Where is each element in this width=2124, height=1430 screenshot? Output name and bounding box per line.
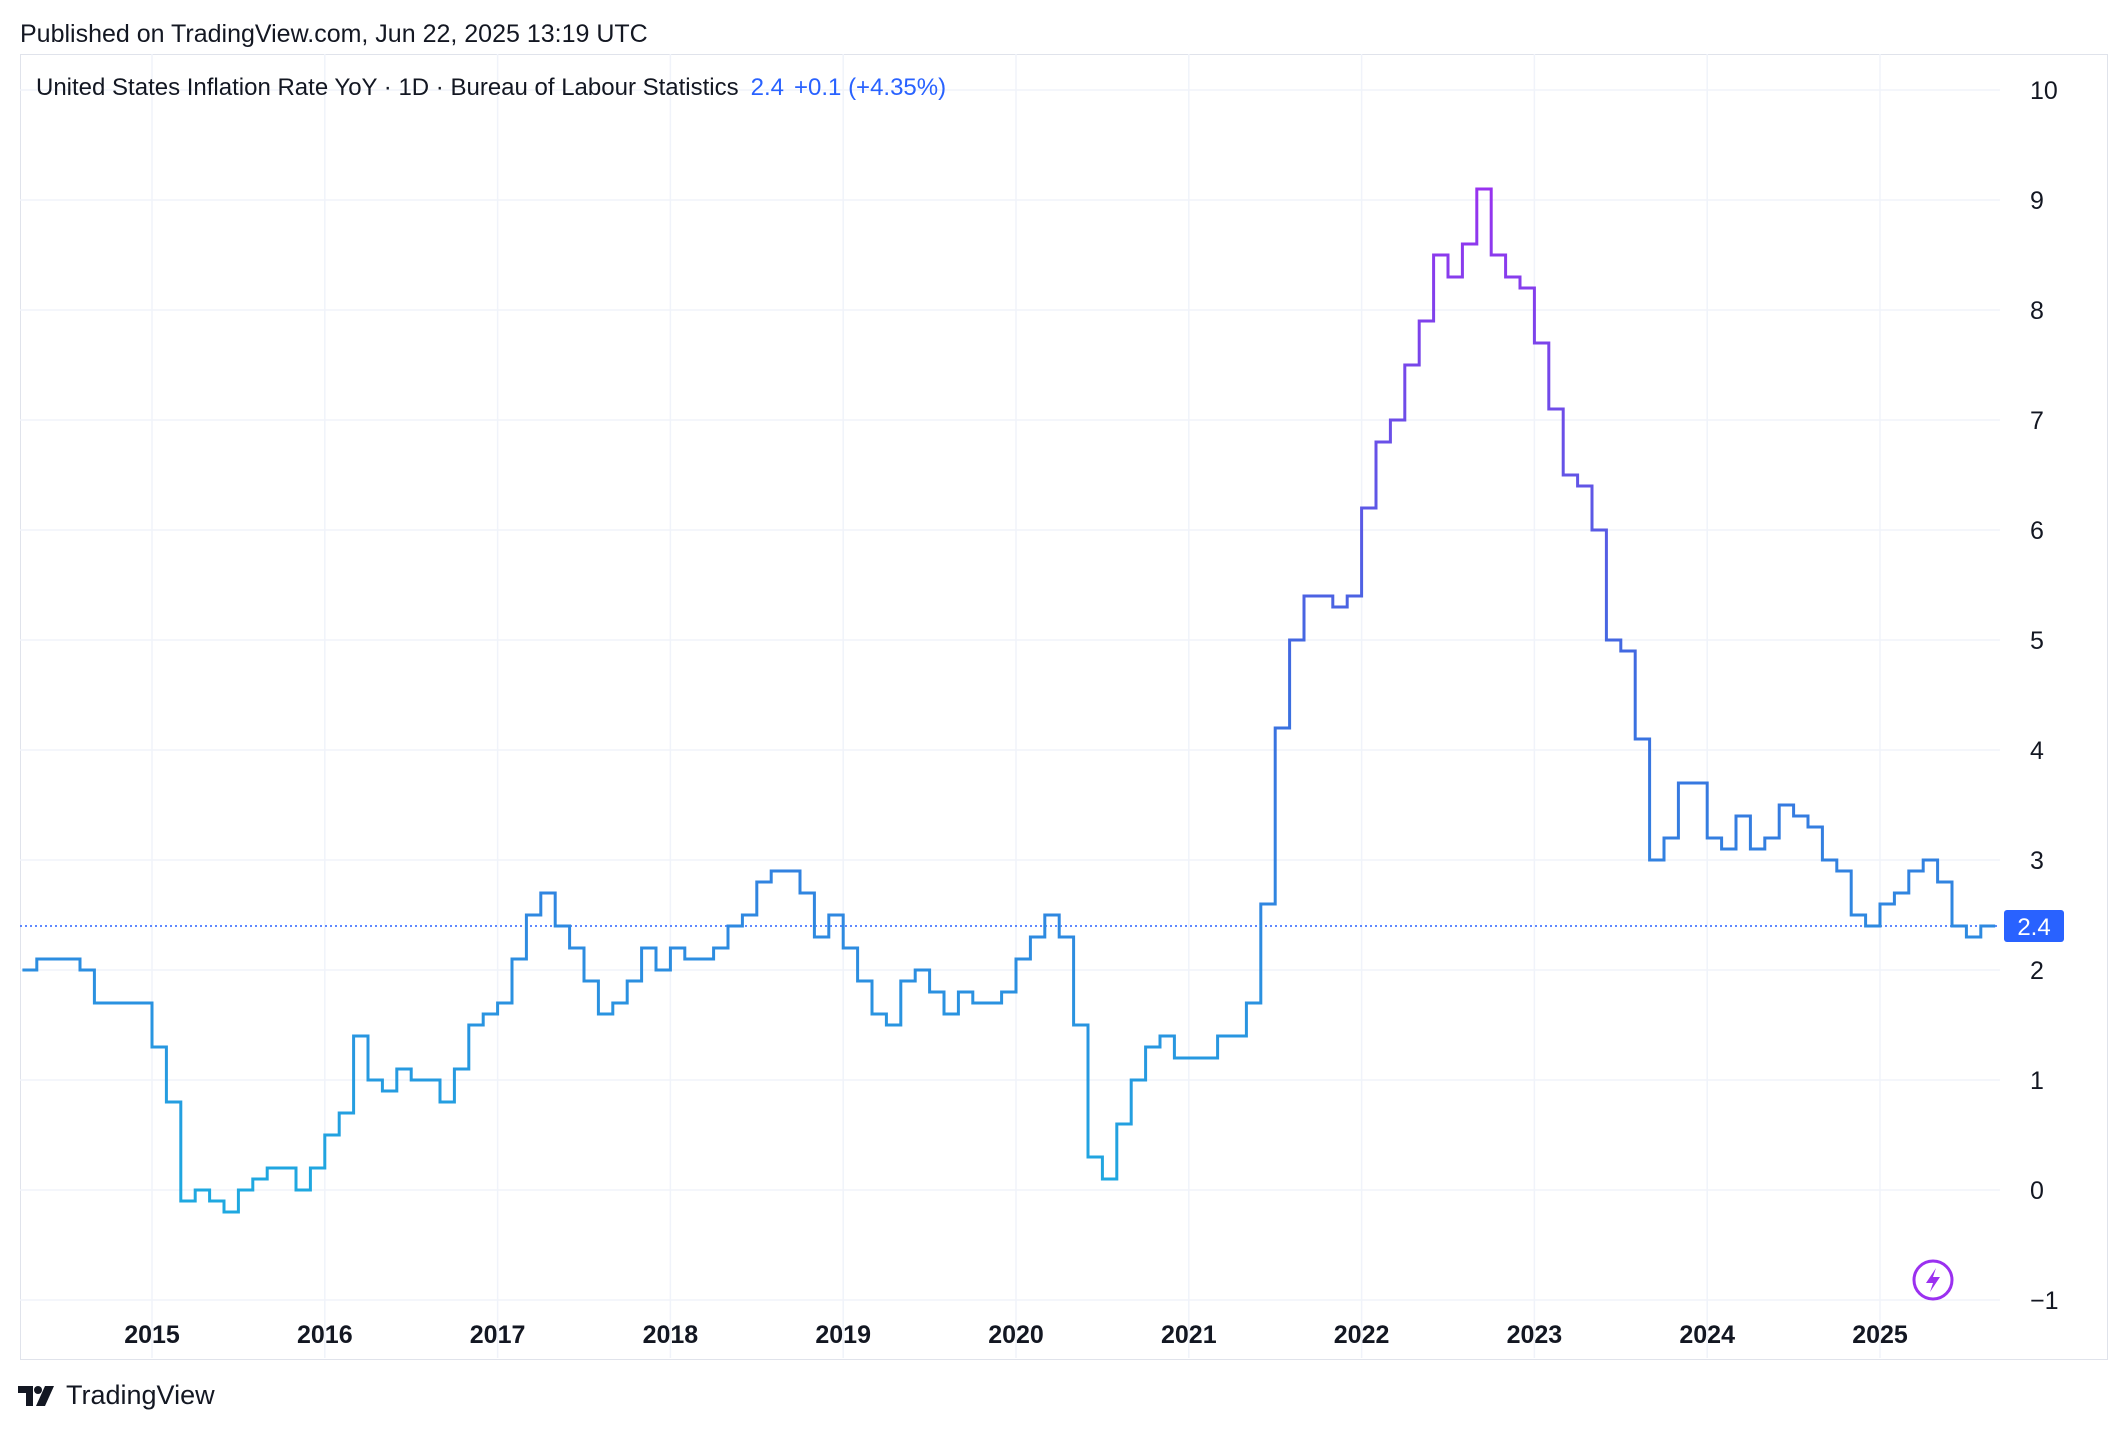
- x-tick-label: 2016: [297, 1321, 353, 1349]
- published-caption: Published on TradingView.com, Jun 22, 20…: [20, 20, 648, 48]
- y-tick-label: 5: [2030, 627, 2044, 655]
- x-axis: 2015 2016 2017 2018 2019 2020 2021 2022 2023 2024…: [124, 1321, 1908, 1349]
- y-tick-label: 2: [2030, 957, 2044, 985]
- last-value-tag-box: [2004, 910, 2064, 942]
- x-tick-label: 2021: [1161, 1321, 1217, 1349]
- y-tick-label: 10: [2030, 77, 2058, 105]
- x-tick-label: 2023: [1507, 1321, 1563, 1349]
- y-tick-label: 9: [2030, 187, 2044, 215]
- y-tick-label: 8: [2030, 297, 2044, 325]
- x-tick-label: 2024: [1679, 1321, 1735, 1349]
- y-tick-label: 6: [2030, 517, 2044, 545]
- footer-brand[interactable]: TradingView: [18, 1380, 215, 1411]
- y-tick-label: 3: [2030, 847, 2044, 875]
- legend-symbol[interactable]: United States Inflation Rate YoY · 1D · …: [36, 74, 739, 101]
- chart-legend: United States Inflation Rate YoY · 1D · …: [36, 74, 946, 102]
- legend-change: +0.1 (+4.35%): [794, 74, 947, 101]
- x-tick-label: 2015: [124, 1321, 180, 1349]
- y-axis: −1 0 1 2 3 4 5 6 7 8 9 10: [2030, 77, 2059, 1315]
- x-tick-label: 2017: [470, 1321, 526, 1349]
- y-tick-label: 0: [2030, 1177, 2044, 1205]
- last-value-tag: 2.4: [2004, 910, 2064, 942]
- grid: [20, 54, 2000, 1358]
- footer-brand-label: TradingView: [66, 1380, 215, 1410]
- series-line[interactable]: [22, 187, 1996, 1214]
- x-tick-label: 2025: [1852, 1321, 1908, 1349]
- y-tick-label: 1: [2030, 1067, 2044, 1095]
- y-tick-label: 7: [2030, 407, 2044, 435]
- lightning-icon[interactable]: [1912, 1259, 1954, 1301]
- x-tick-label: 2018: [643, 1321, 699, 1349]
- x-tick-label: 2020: [988, 1321, 1044, 1349]
- last-value-tag-label: 2.4: [2017, 914, 2050, 941]
- x-tick-label: 2019: [815, 1321, 871, 1349]
- y-tick-label: 4: [2030, 737, 2044, 765]
- y-tick-label: −1: [2030, 1287, 2059, 1315]
- tradingview-logo-icon: [18, 1385, 54, 1406]
- legend-last-value: 2.4: [750, 74, 785, 101]
- chart-frame: [20, 54, 2108, 1360]
- x-tick-label: 2022: [1334, 1321, 1390, 1349]
